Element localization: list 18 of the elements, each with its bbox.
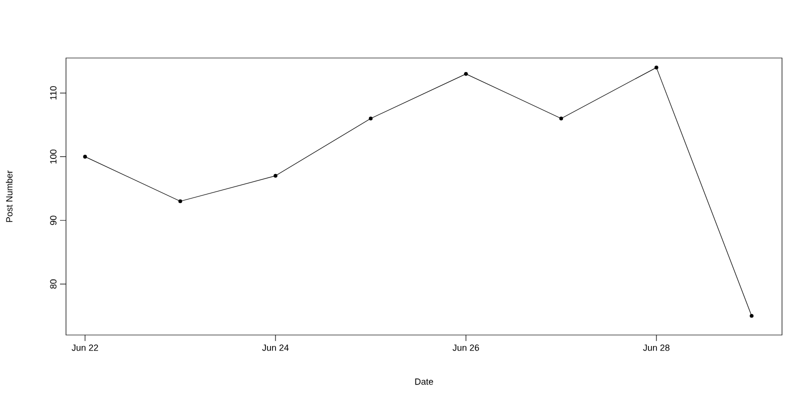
point (178, 199, 182, 204)
y-axis-title: Post Number (6, 170, 12, 222)
point (654, 66, 658, 70)
y-tick-label: 80 (50, 279, 56, 289)
point (750, 314, 754, 318)
x-axis-title: Date (415, 378, 434, 385)
point (559, 116, 564, 120)
point (274, 174, 278, 178)
x-tick-label: Jun 26 (452, 344, 480, 351)
y-tick-label: 90 (50, 216, 56, 225)
point (368, 116, 373, 120)
y-tick-label: 110 (50, 86, 56, 100)
point (464, 72, 468, 76)
x-tick-label: Jun 24 (262, 344, 289, 351)
x-tick-label: Jun 28 (643, 344, 670, 351)
y-tick-label: 100 (50, 150, 56, 164)
x-tick-label: Jun 22 (72, 344, 98, 351)
point (83, 154, 87, 159)
